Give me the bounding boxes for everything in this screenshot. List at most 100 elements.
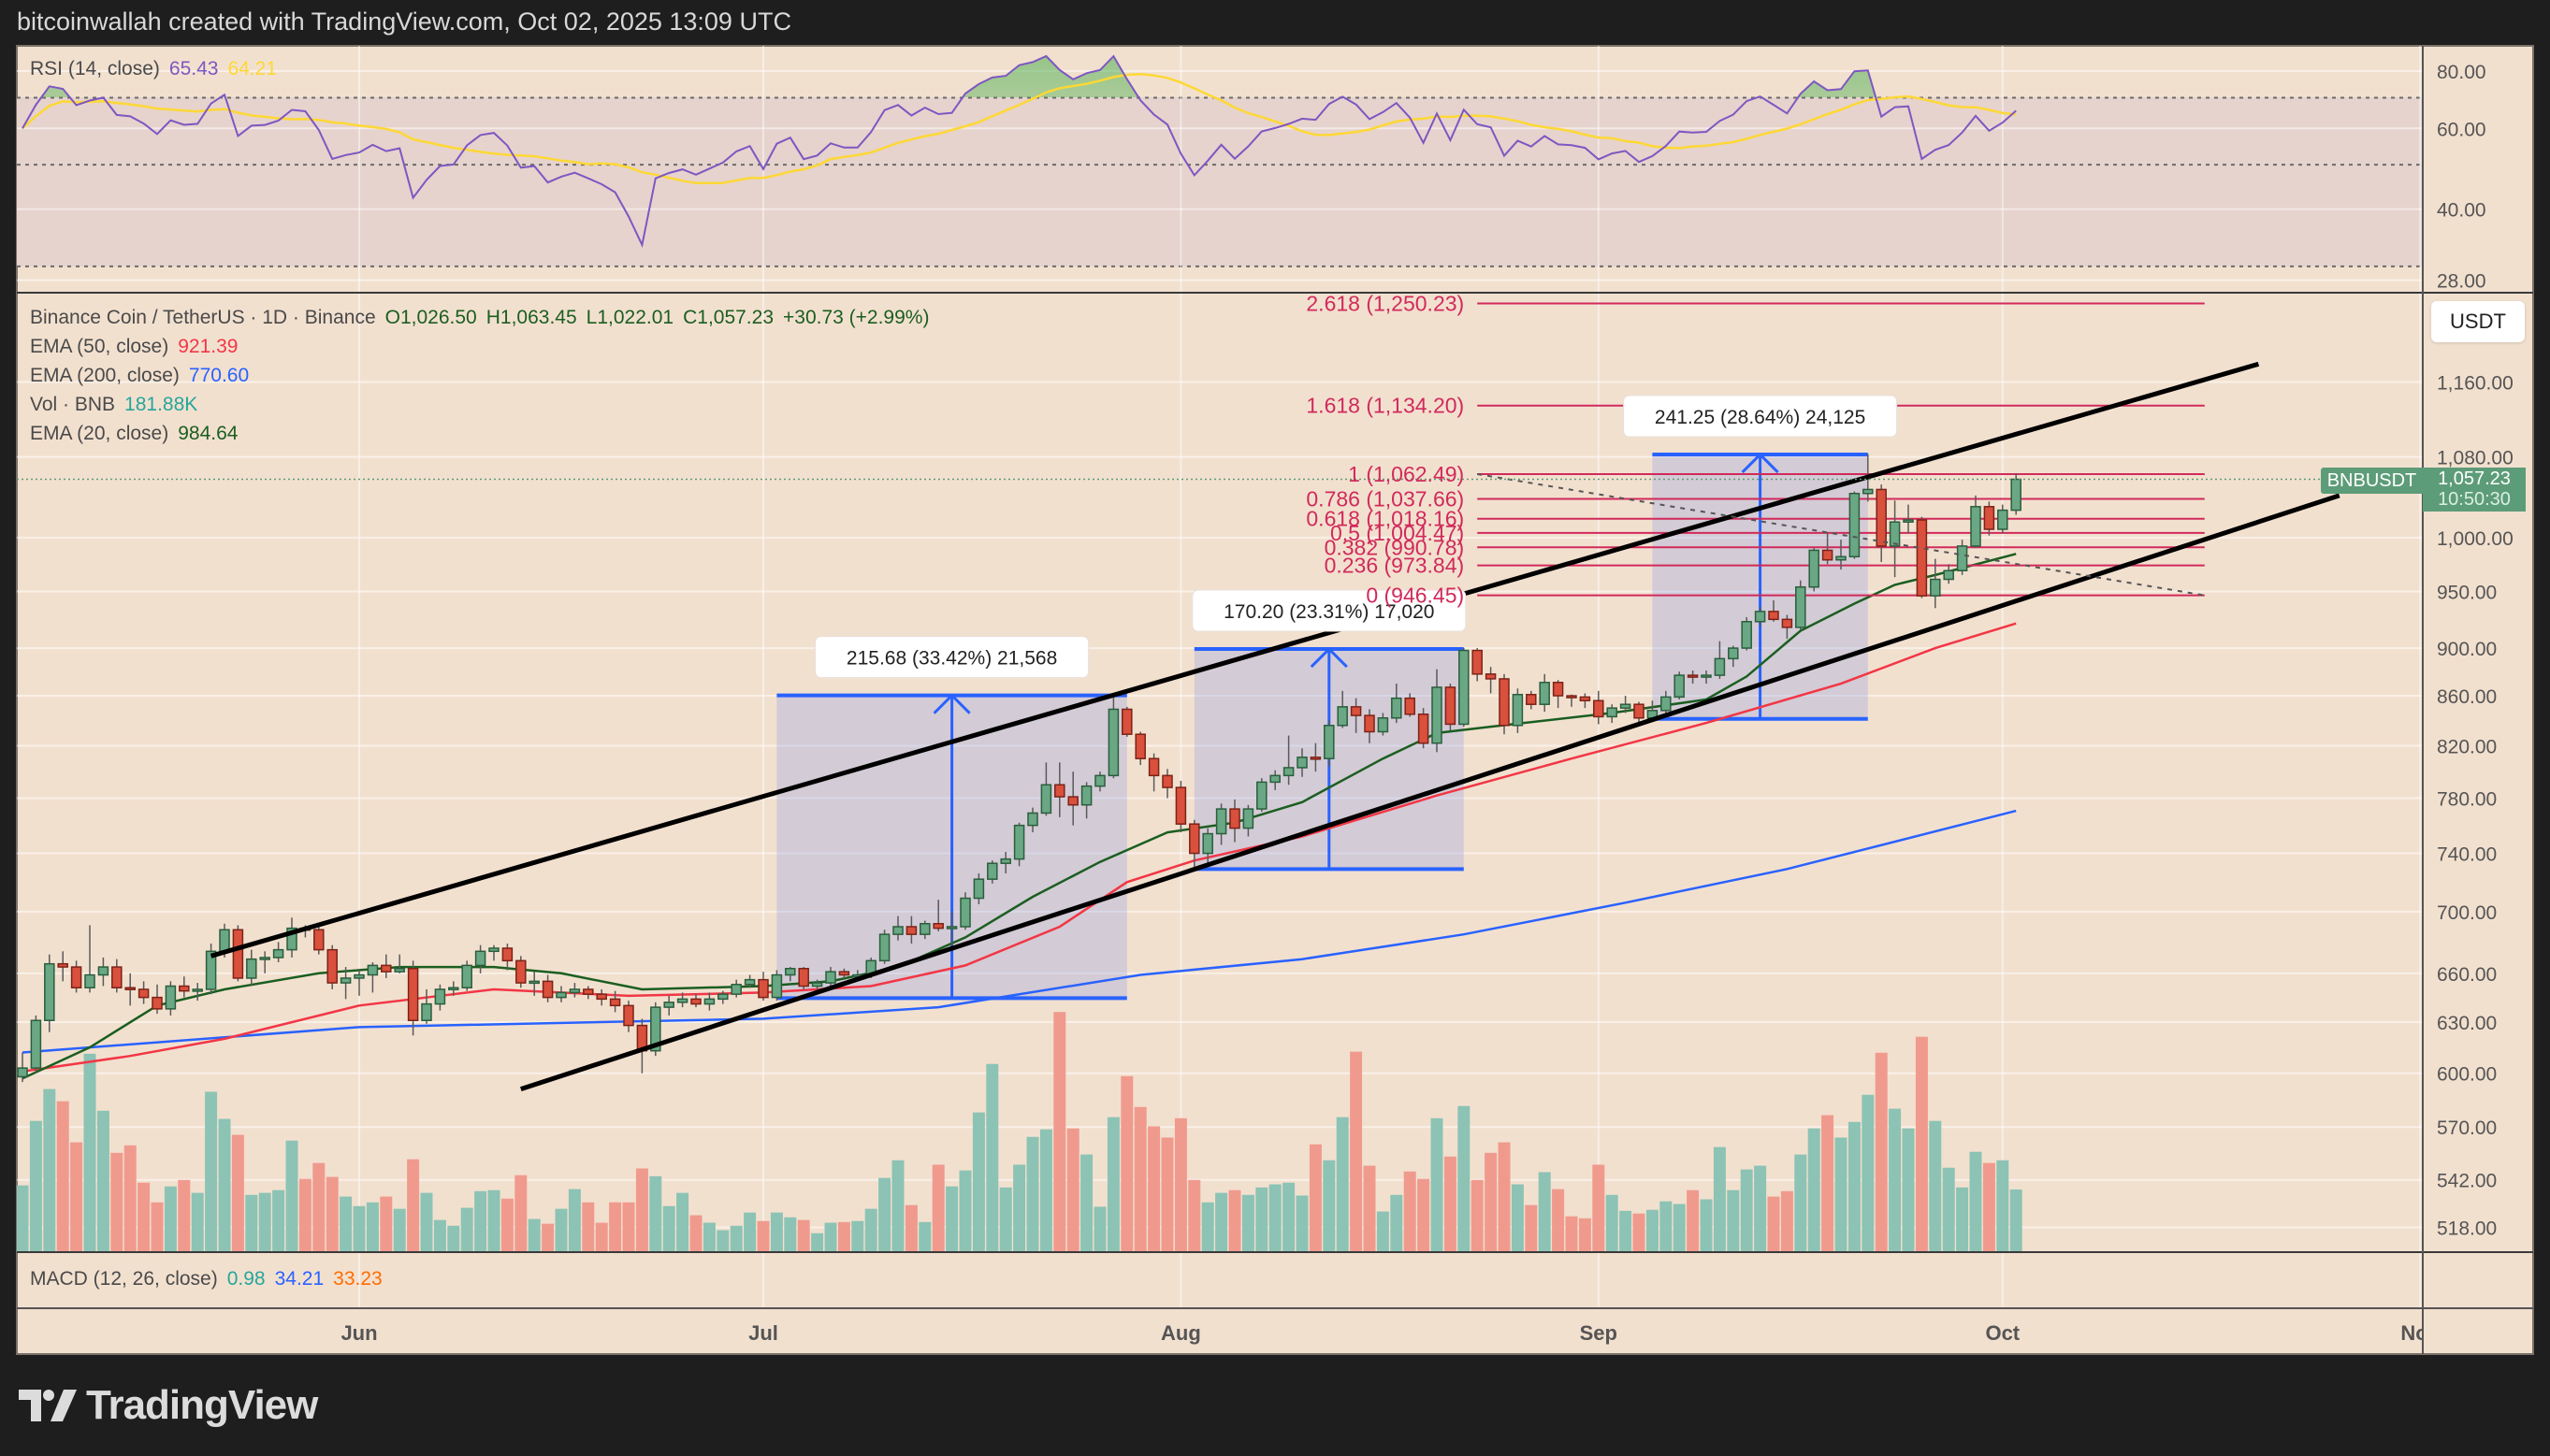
indicator-legend-ema20[interactable]: EMA (20, close) 984.64 — [30, 423, 247, 445]
volume-bar — [730, 1225, 743, 1251]
candle-up — [1512, 693, 1524, 727]
candle-up — [340, 977, 352, 984]
price-tick-label: 780.00 — [2437, 789, 2497, 811]
candle-down — [1876, 488, 1887, 547]
candle-up — [717, 993, 729, 1001]
candle-up — [1377, 717, 1389, 733]
time-axis[interactable]: Jun Jul Aug Sep Oct Nov — [340, 1321, 2440, 1345]
volume-bar — [837, 1221, 850, 1251]
volume-bar — [662, 1205, 675, 1251]
volume-bar — [1687, 1189, 1700, 1251]
volume-bar — [703, 1222, 716, 1251]
volume-bar — [1215, 1192, 1228, 1251]
volume-bar — [568, 1189, 581, 1251]
measure-label: 170.20 (23.31%) 17,020 — [1224, 601, 1434, 623]
ohlc-open: O1,026.50 — [384, 307, 477, 328]
candle-up — [892, 926, 904, 935]
price-tick-label: 740.00 — [2437, 844, 2497, 866]
rsi-pane — [22, 54, 2017, 249]
volume-bar — [811, 1233, 824, 1251]
candle-down — [1687, 674, 1699, 678]
candle-up — [97, 966, 109, 976]
candle-up — [676, 998, 688, 1003]
price-tick-label: 542.00 — [2437, 1171, 2497, 1192]
fib-level-label: 1 (1,062.49) — [1348, 462, 1464, 486]
candle-down — [1122, 708, 1133, 735]
channel-upper-line[interactable] — [210, 361, 2260, 959]
candle-down — [1526, 693, 1537, 705]
candle-up — [1741, 621, 1752, 649]
volume-bar — [96, 1110, 109, 1251]
volume-bar — [326, 1176, 339, 1251]
volume-bar — [1268, 1184, 1282, 1251]
indicator-legend-ema50[interactable]: EMA (50, close) 921.39 — [30, 336, 247, 358]
candle-up — [488, 947, 500, 953]
indicator-legend-volume[interactable]: Vol · BNB 181.88K — [30, 394, 207, 416]
price-tick-label: 860.00 — [2437, 686, 2497, 708]
volume-bar — [1996, 1160, 2009, 1251]
axes[interactable]: 1,160.00 1,080.00 1,000.00 950.00 900.00 860.… — [340, 62, 2513, 1345]
macd-legend[interactable]: MACD (12, 26, close) 0.98 34.21 33.23 — [30, 1268, 392, 1290]
volume-bar — [1080, 1154, 1094, 1251]
volume-bar — [1956, 1187, 1969, 1251]
volume-bar — [1430, 1117, 1443, 1251]
volume-bar — [1134, 1106, 1147, 1251]
candle-down — [906, 926, 918, 935]
channel-lower-line[interactable] — [520, 493, 2340, 1092]
candle-down — [690, 998, 702, 1005]
rsi-legend[interactable]: RSI (14, close) 65.43 64.21 — [30, 58, 286, 80]
candle-down — [1768, 611, 1779, 621]
indicator-legend-ema200[interactable]: EMA (200, close) 770.60 — [30, 365, 258, 387]
volume-bar — [17, 1185, 29, 1251]
volume-bar — [1713, 1146, 1726, 1251]
candle-up — [1297, 757, 1308, 769]
volume-bar — [797, 1219, 810, 1251]
candle-up — [1215, 808, 1227, 835]
candle-down — [124, 987, 136, 990]
volume-bar — [1013, 1164, 1026, 1251]
grid — [17, 46, 2423, 1308]
volume-bar — [999, 1187, 1012, 1251]
volume-bar — [609, 1202, 622, 1251]
time-tick-label: Aug — [1161, 1321, 1201, 1345]
volume-bar — [1390, 1194, 1403, 1251]
volume-bar — [1471, 1179, 1484, 1251]
candle-up — [1943, 569, 1954, 581]
candle-down — [1566, 695, 1577, 699]
volume-bar — [1700, 1199, 1713, 1251]
candle-down — [70, 966, 82, 988]
candle-up — [825, 971, 836, 984]
candle-down — [1054, 784, 1065, 798]
candle-up — [1080, 785, 1093, 806]
volume-bar — [744, 1212, 757, 1251]
candle-down — [1135, 733, 1146, 759]
candle-down — [515, 959, 527, 984]
price-tick-label: 630.00 — [2437, 1013, 2497, 1034]
volume-bar — [1121, 1075, 1134, 1251]
candle-up — [569, 988, 581, 994]
volume-bar — [285, 1140, 298, 1251]
price-tick-label: 1,080.00 — [2437, 448, 2514, 469]
symbol-price-tag: BNBUSDT — [2321, 468, 2423, 494]
symbol-legend[interactable]: Binance Coin / TetherUS · 1D · Binance O1… — [30, 307, 938, 329]
candle-up — [1956, 545, 1968, 571]
trend-lines[interactable] — [17, 361, 2423, 1092]
candle-up — [44, 962, 55, 1021]
currency-button[interactable]: USDT — [2431, 301, 2525, 342]
volume-bar — [1619, 1210, 1632, 1251]
rsi-band-fill — [17, 97, 2423, 267]
candle-up — [1835, 555, 1847, 561]
volume-bar — [851, 1220, 864, 1251]
candle-up — [1606, 707, 1617, 718]
volume-bar — [1645, 1209, 1659, 1251]
volume-bar — [891, 1160, 905, 1251]
volume-bar — [164, 1186, 177, 1251]
candle-up — [2010, 478, 2021, 512]
volume-bar — [151, 1202, 164, 1251]
candle-up — [1889, 521, 1901, 547]
volume-bar — [407, 1159, 420, 1251]
candle-up — [1903, 519, 1914, 523]
volume-bar — [622, 1202, 635, 1251]
tradingview-logo[interactable]: TradingView — [19, 1382, 318, 1429]
